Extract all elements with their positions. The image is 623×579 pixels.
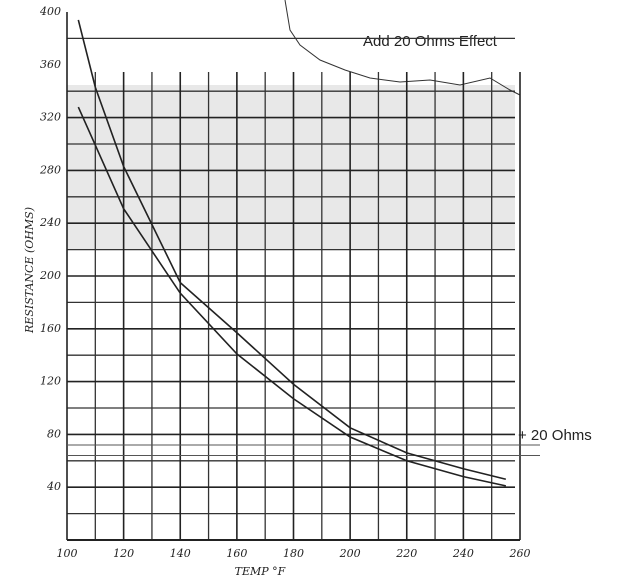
x-tick-label: 100 <box>57 547 78 560</box>
y-tick-label: 40 <box>46 480 61 493</box>
y-tick-label: 400 <box>39 5 61 18</box>
curve <box>77 19 507 481</box>
x-tick-label: 180 <box>283 547 304 560</box>
y-tick-label: 160 <box>40 322 61 335</box>
x-axis-label: TEMP °F <box>235 565 286 578</box>
y-tick-label: 320 <box>40 111 61 124</box>
y-tick-label: 120 <box>40 375 61 388</box>
x-tick-label: 160 <box>226 547 247 560</box>
x-tick-label: 240 <box>452 547 474 560</box>
x-tick-label: 200 <box>339 547 361 560</box>
annotation: + 20 Ohms <box>518 427 592 444</box>
y-tick-label: 80 <box>47 427 61 440</box>
x-tick-label: 120 <box>113 547 134 560</box>
x-tick-label: 260 <box>509 547 531 560</box>
torn-edge <box>284 0 521 96</box>
x-tick-label: 220 <box>395 547 417 560</box>
y-tick-label: 240 <box>39 216 61 229</box>
y-axis-label: RESISTANCE (OHMS) <box>23 207 36 334</box>
annotation: Add 20 Ohms Effect <box>363 33 498 50</box>
y-tick-label: 200 <box>39 269 61 282</box>
y-tick-label: 360 <box>40 58 61 71</box>
curve <box>77 106 507 487</box>
y-tick-label: 280 <box>39 163 61 176</box>
x-tick-label: 140 <box>170 547 191 560</box>
